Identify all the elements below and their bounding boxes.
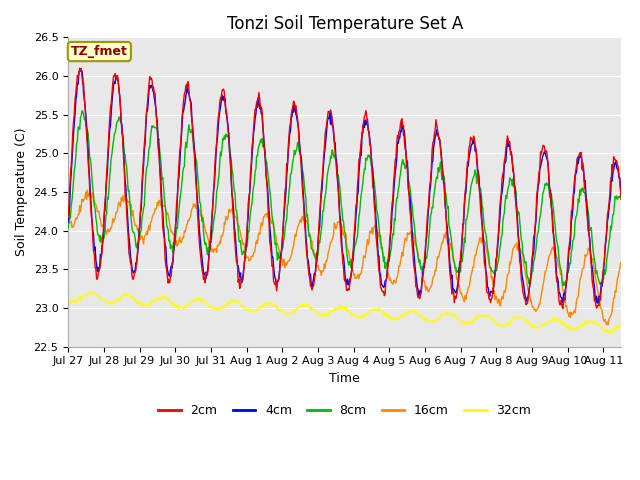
16cm bbox=[132, 223, 140, 228]
2cm bbox=[618, 196, 625, 202]
16cm bbox=[429, 275, 436, 281]
32cm bbox=[413, 309, 420, 315]
8cm bbox=[74, 124, 82, 130]
Line: 4cm: 4cm bbox=[68, 70, 621, 303]
32cm bbox=[188, 299, 196, 304]
16cm bbox=[188, 206, 196, 212]
16cm bbox=[618, 259, 625, 264]
4cm bbox=[188, 119, 196, 124]
4cm bbox=[218, 98, 225, 104]
16cm bbox=[218, 233, 225, 239]
2cm bbox=[429, 140, 436, 145]
Line: 2cm: 2cm bbox=[68, 68, 621, 309]
32cm bbox=[74, 297, 82, 303]
4cm bbox=[429, 158, 436, 164]
32cm bbox=[605, 330, 613, 336]
4cm bbox=[74, 81, 82, 87]
4cm bbox=[132, 260, 140, 265]
32cm bbox=[86, 289, 94, 295]
2cm bbox=[64, 215, 72, 220]
8cm bbox=[618, 197, 625, 203]
32cm bbox=[64, 299, 72, 304]
2cm bbox=[74, 74, 82, 80]
16cm bbox=[74, 212, 82, 217]
Legend: 2cm, 4cm, 8cm, 16cm, 32cm: 2cm, 4cm, 8cm, 16cm, 32cm bbox=[153, 399, 536, 422]
4cm bbox=[64, 219, 72, 225]
8cm bbox=[413, 244, 420, 250]
4cm bbox=[594, 300, 602, 306]
8cm bbox=[64, 225, 72, 231]
Text: TZ_fmet: TZ_fmet bbox=[71, 45, 128, 58]
2cm bbox=[218, 95, 225, 100]
8cm bbox=[429, 205, 436, 211]
8cm bbox=[188, 127, 196, 132]
16cm bbox=[84, 187, 92, 193]
16cm bbox=[64, 222, 72, 228]
32cm bbox=[429, 319, 436, 324]
2cm bbox=[76, 65, 84, 71]
X-axis label: Time: Time bbox=[330, 372, 360, 385]
32cm bbox=[132, 299, 140, 305]
8cm bbox=[132, 242, 140, 248]
2cm bbox=[132, 267, 140, 273]
4cm bbox=[77, 67, 85, 73]
8cm bbox=[218, 153, 225, 159]
8cm bbox=[78, 108, 86, 114]
2cm bbox=[188, 117, 196, 122]
Line: 8cm: 8cm bbox=[68, 111, 621, 286]
Line: 16cm: 16cm bbox=[68, 190, 621, 325]
16cm bbox=[413, 246, 420, 252]
4cm bbox=[413, 279, 420, 285]
Title: Tonzi Soil Temperature Set A: Tonzi Soil Temperature Set A bbox=[227, 15, 463, 33]
4cm bbox=[618, 192, 625, 198]
32cm bbox=[618, 322, 625, 328]
16cm bbox=[603, 322, 611, 328]
Line: 32cm: 32cm bbox=[68, 292, 621, 333]
2cm bbox=[559, 306, 566, 312]
32cm bbox=[218, 305, 225, 311]
8cm bbox=[559, 283, 566, 288]
Y-axis label: Soil Temperature (C): Soil Temperature (C) bbox=[15, 128, 28, 256]
2cm bbox=[413, 285, 420, 290]
